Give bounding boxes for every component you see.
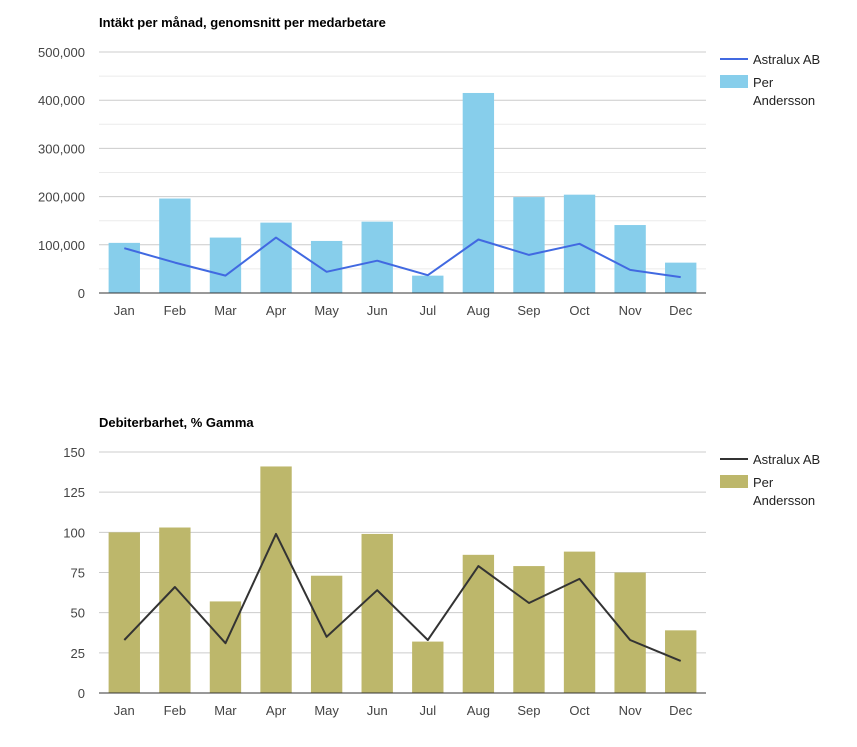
y-tick-label: 150 (63, 445, 85, 460)
bar-series (108, 466, 697, 693)
chart-title: Intäkt per månad, genomsnitt per medarbe… (99, 15, 386, 30)
bar (108, 532, 140, 693)
x-tick-label: Jul (419, 303, 436, 318)
x-tick-label: Apr (266, 303, 287, 318)
legend-label-bar-line2: Andersson (753, 93, 815, 108)
bar-series (108, 92, 697, 293)
y-tick-label: 0 (78, 686, 85, 701)
x-tick-label: Mar (214, 303, 237, 318)
x-tick-label: Dec (669, 303, 693, 318)
bar (665, 630, 697, 693)
x-tick-label: May (314, 703, 339, 718)
bar (310, 240, 343, 293)
bar (209, 601, 242, 693)
y-tick-label: 100 (63, 525, 85, 540)
x-tick-label: Oct (569, 703, 590, 718)
y-tick-label: 200,000 (38, 190, 85, 205)
y-tick-label: 75 (71, 566, 85, 581)
bar (563, 551, 596, 693)
bar (513, 566, 545, 693)
line-series (123, 532, 682, 662)
legend-label-line: Astralux AB (753, 52, 820, 67)
y-tick-label: 400,000 (38, 93, 85, 108)
legend-label-line: Astralux AB (753, 452, 820, 467)
bar (260, 222, 292, 293)
axes: 0 25 50 75 100 125 150 Jan Feb Mar Apr May Jun Jul Aug… (63, 445, 706, 718)
legend: Astralux AB Per Andersson (720, 52, 820, 108)
bar (361, 533, 393, 693)
x-tick-label: Dec (669, 703, 693, 718)
revenue-chart: Intäkt per månad, genomsnitt per medarbe… (38, 15, 820, 318)
legend-label-bar-line1: Per (753, 75, 774, 90)
legend: Astralux AB Per Andersson (720, 452, 820, 508)
axes: 0 100,000 200,000 300,000 400,000 500,000 Jan F… (38, 45, 706, 318)
bar (361, 221, 393, 293)
y-tick-label: 125 (63, 485, 85, 500)
bar (665, 262, 697, 293)
billability-chart: Debiterbarhet, % Gamma 0 25 50 75 100 125 150 J… (63, 415, 820, 718)
x-tick-label: Jan (114, 703, 135, 718)
x-tick-label: Aug (467, 303, 490, 318)
x-tick-label: Nov (619, 703, 643, 718)
bar (614, 572, 646, 693)
y-tick-label: 500,000 (38, 45, 85, 60)
y-tick-label: 25 (71, 646, 85, 661)
series-line (123, 532, 682, 662)
y-tick-label: 0 (78, 286, 85, 301)
line-series (124, 236, 681, 279)
bar (159, 527, 191, 693)
x-tick-label: May (314, 303, 339, 318)
bar (260, 466, 292, 693)
legend-bar-swatch (720, 75, 748, 88)
x-tick-label: Feb (164, 703, 186, 718)
legend-label-bar-line1: Per (753, 475, 774, 490)
bar (513, 197, 545, 293)
x-tick-label: Jul (419, 703, 436, 718)
x-tick-label: Nov (619, 303, 643, 318)
bar (209, 237, 242, 293)
series-line (124, 236, 681, 279)
legend-label-bar-line2: Andersson (753, 493, 815, 508)
x-tick-label: Sep (517, 703, 540, 718)
chart-title: Debiterbarhet, % Gamma (99, 415, 254, 430)
x-tick-label: Jun (367, 303, 388, 318)
bar (159, 198, 191, 293)
x-tick-label: Feb (164, 303, 186, 318)
bar (462, 92, 495, 293)
legend-bar-swatch (720, 475, 748, 488)
x-tick-label: Aug (467, 703, 490, 718)
y-tick-label: 100,000 (38, 238, 85, 253)
bar (310, 575, 343, 693)
x-tick-label: Jan (114, 303, 135, 318)
gridlines (99, 451, 706, 654)
y-tick-label: 300,000 (38, 141, 85, 156)
bar (412, 641, 444, 693)
x-tick-label: Jun (367, 703, 388, 718)
bar (412, 275, 444, 293)
bar (462, 554, 495, 693)
x-tick-label: Apr (266, 703, 287, 718)
y-tick-label: 50 (71, 606, 85, 621)
bar (614, 225, 646, 293)
x-tick-label: Mar (214, 703, 237, 718)
gridlines (99, 51, 706, 270)
x-tick-label: Sep (517, 303, 540, 318)
x-tick-label: Oct (569, 303, 590, 318)
